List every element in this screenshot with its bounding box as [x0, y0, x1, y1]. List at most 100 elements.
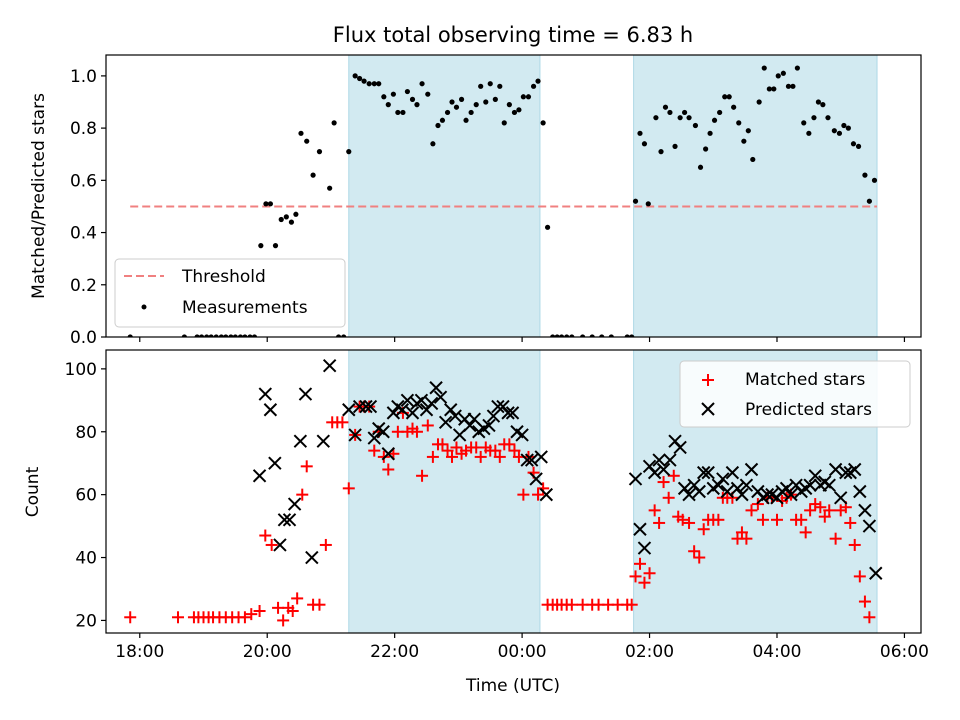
predicted-star-point: [367, 431, 381, 445]
measurement-point: [750, 156, 756, 163]
matched-star-point: [489, 444, 502, 457]
predicted-star-point: [348, 428, 362, 442]
measurement-point: [815, 99, 822, 105]
measurement-point: [304, 138, 310, 144]
matched-star-point: [848, 538, 861, 551]
predicted-marker-b: [735, 487, 749, 502]
matched-star-point: [265, 538, 278, 551]
measurement-point: [444, 109, 451, 116]
predicted-star-point: [779, 481, 794, 496]
predicted-marker-b: [697, 465, 711, 480]
predicted-star-point: [848, 462, 862, 477]
predicted-marker-b: [414, 393, 429, 408]
measurement-point: [686, 115, 692, 121]
predicted-star-point: [839, 465, 853, 480]
predicted-star-point: [258, 387, 273, 401]
measurement-point: [707, 130, 713, 136]
measurement-point: [550, 334, 556, 337]
predicted-star-point: [637, 541, 652, 555]
measurement-point: [540, 120, 546, 126]
measurement-point: [790, 83, 796, 89]
y-tick-label: 20: [75, 611, 97, 631]
legend-measurements-label: Measurements: [182, 298, 308, 318]
predicted-star-point: [520, 453, 534, 467]
measurement-point: [794, 65, 800, 71]
predicted-star-point: [677, 481, 692, 496]
predicted-star-point: [529, 472, 543, 486]
predicted-star-point: [744, 462, 759, 477]
measurement-point: [697, 164, 704, 170]
measurement-point: [288, 219, 295, 225]
measurement-point: [310, 172, 316, 178]
measurement-point: [439, 117, 446, 123]
predicted-star-point: [444, 403, 458, 417]
predicted-marker-b: [381, 447, 395, 461]
measurement-point: [237, 334, 244, 337]
measurement-point: [825, 115, 831, 121]
matched-star-point: [410, 425, 423, 438]
measurement-point: [836, 130, 843, 136]
x-tick-label: 22:00: [370, 642, 419, 662]
predicted-marker-b: [515, 428, 529, 442]
measurement-point: [871, 177, 878, 183]
matched-star-point: [853, 570, 866, 583]
predicted-marker-b: [510, 425, 524, 439]
measurement-point: [208, 334, 214, 337]
measurement-point: [278, 216, 284, 223]
predicted-star-point: [505, 406, 520, 420]
matched-star-point: [735, 526, 748, 539]
measurement-point: [258, 243, 264, 249]
predicted-marker-b: [822, 478, 836, 492]
measurement-point: [535, 78, 541, 84]
measurement-point: [194, 334, 200, 337]
predicted-marker-b: [438, 415, 453, 430]
predicted-star-point: [433, 390, 448, 404]
predicted-star-point: [853, 484, 867, 499]
matched-star-point: [863, 611, 876, 624]
legend-predicted-swatch: [701, 402, 715, 416]
matched-star-point: [421, 419, 434, 432]
predicted-marker-b: [633, 522, 647, 536]
measurement-point: [487, 81, 493, 87]
x-tick-label: 00:00: [498, 642, 547, 662]
measurement-point: [653, 115, 659, 121]
matched-star-point: [814, 501, 827, 514]
legend-predicted-label: Predicted stars: [745, 400, 872, 420]
bottom-legend: Matched stars Predicted stars: [679, 360, 911, 428]
measurement-point: [775, 73, 781, 79]
predicted-marker-b: [424, 396, 439, 411]
predicted-marker-b: [647, 465, 662, 480]
matched-star-point: [416, 469, 429, 482]
measurement-point: [831, 128, 837, 134]
measurement-point: [501, 120, 507, 126]
measurement-point: [811, 115, 817, 121]
matched-star-point: [450, 441, 463, 454]
predicted-marker-b: [352, 399, 367, 414]
measurement-point: [390, 91, 396, 97]
predicted-marker-b: [400, 393, 415, 408]
measurement-point: [761, 65, 767, 71]
matched-star-point: [259, 529, 272, 542]
measurement-point: [298, 130, 304, 136]
matched-star-point: [693, 551, 706, 564]
matched-star-point: [625, 598, 638, 611]
predicted-marker-b: [258, 387, 273, 401]
measurement-point: [213, 334, 219, 337]
predicted-star-point: [491, 399, 505, 414]
measurement-point: [841, 122, 847, 129]
matched-star-point: [858, 595, 871, 608]
predicted-star-point: [663, 453, 677, 467]
measurement-point: [771, 86, 777, 92]
matched-star-point: [648, 504, 661, 517]
matched-star-point: [565, 598, 578, 611]
matched-star-point: [474, 450, 487, 463]
predicted-star-point: [298, 387, 313, 401]
matched-star-point: [313, 598, 326, 611]
predicted-marker-b: [834, 491, 848, 505]
predicted-star-point: [633, 522, 647, 536]
matched-star-point: [503, 438, 516, 451]
predicted-star-point: [359, 399, 373, 414]
measurement-point: [731, 104, 737, 110]
matched-star-point: [124, 611, 137, 624]
